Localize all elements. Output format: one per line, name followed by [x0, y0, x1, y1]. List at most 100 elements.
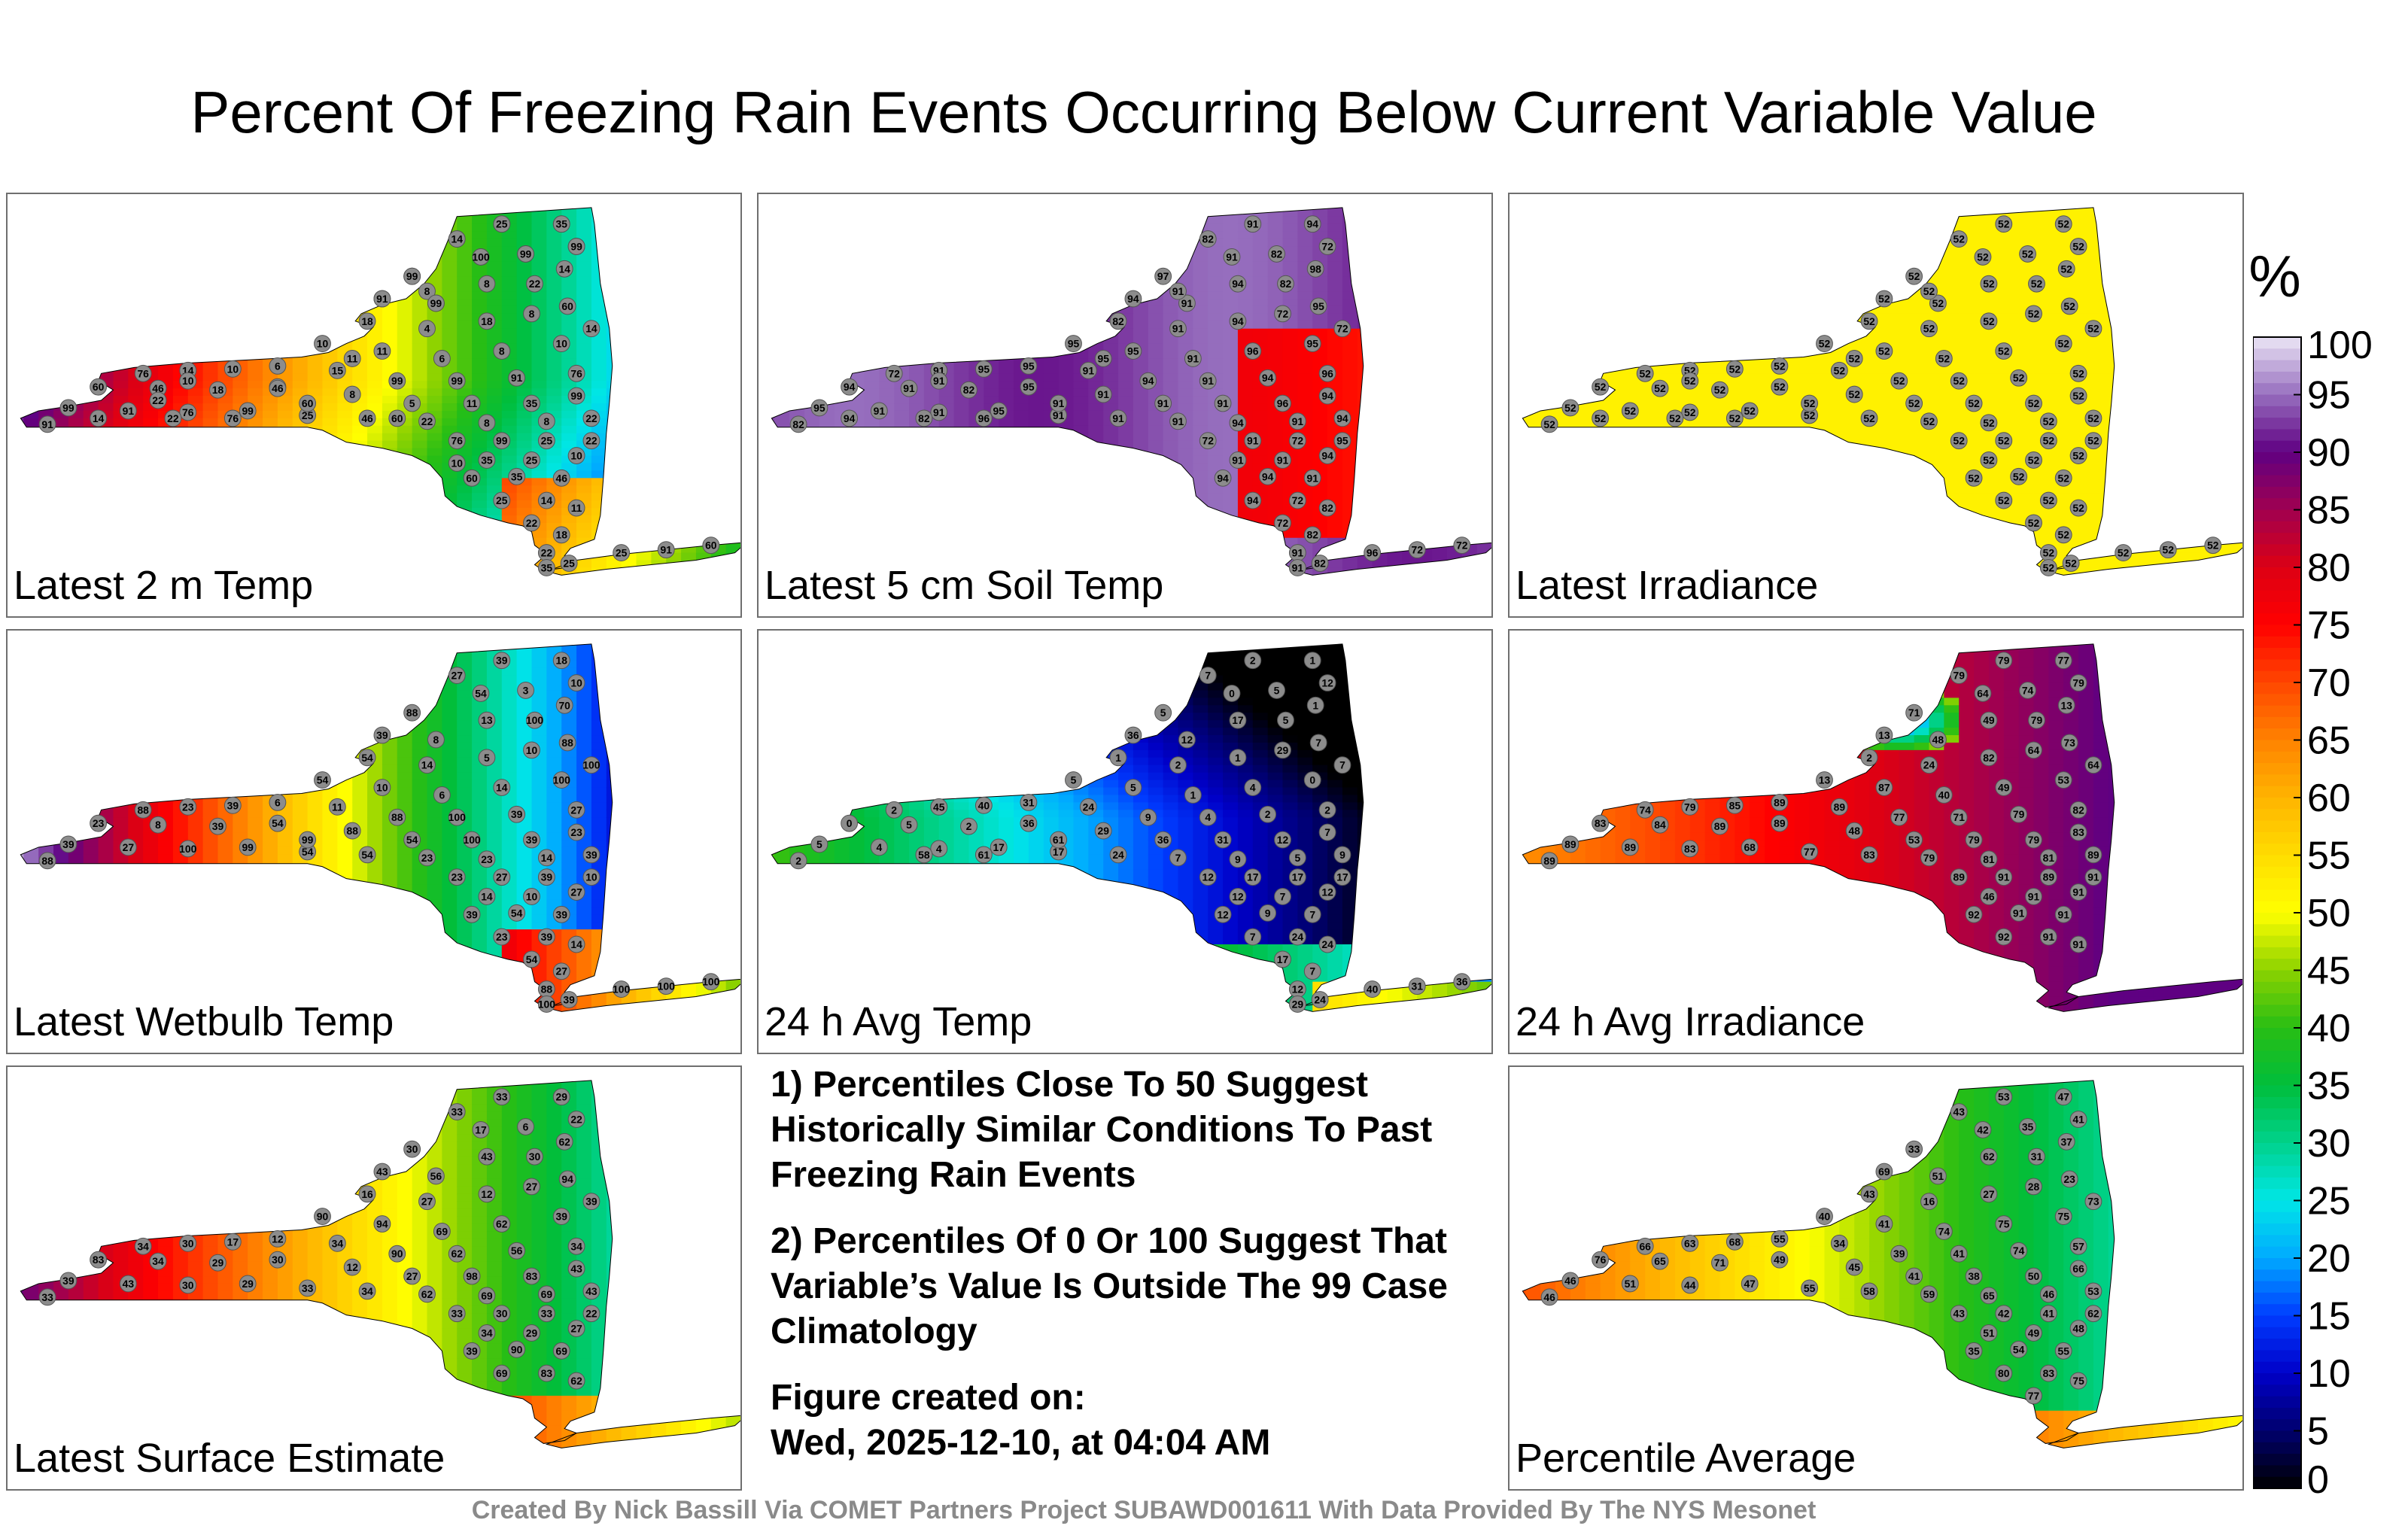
- station-marker: [930, 798, 948, 816]
- station-value: 29: [555, 1091, 567, 1103]
- station-value: 11: [571, 502, 582, 514]
- station-value: 89: [1953, 871, 1965, 883]
- station-marker: [974, 796, 993, 814]
- station-marker: [1199, 230, 1217, 248]
- station-marker: [558, 297, 576, 315]
- colorbar-band: [2253, 1258, 2301, 1270]
- map-panel-5: 7 2 1 12 5 0 5 36 12 17 5 1 1 2 1 29 7 5 5 1 4 0 7 2 45 40 31 24 9 4 2…: [757, 629, 1493, 1054]
- station-marker: [493, 1305, 511, 1323]
- map-panel-2: 82 91 94 72 82 91 97 94 91 94 82 98 82 91 94 72 95 95 95 91…: [757, 193, 1493, 618]
- station-marker: [448, 1103, 466, 1120]
- station-marker: [552, 335, 570, 353]
- station-value: 12: [481, 1188, 493, 1200]
- station-value: 39: [1893, 1248, 1905, 1260]
- station-marker: [1725, 796, 1744, 814]
- colorbar-tick-label: 40: [2307, 1007, 2351, 1050]
- station-marker: [1229, 711, 1247, 729]
- station-value: 27: [451, 670, 463, 682]
- station-marker: [448, 667, 466, 684]
- station-value: 52: [1654, 382, 1666, 394]
- station-value: 91: [1247, 218, 1259, 230]
- colorbar-tick-label: 55: [2307, 834, 2351, 878]
- station-value: 22: [529, 278, 541, 290]
- station-value: 30: [406, 1143, 418, 1155]
- station-marker: [526, 711, 543, 729]
- station-marker: [1303, 771, 1321, 789]
- station-value: 12: [1181, 734, 1193, 746]
- station-marker: [2069, 387, 2087, 405]
- station-value: 63: [1684, 1237, 1696, 1249]
- station-marker: [567, 801, 585, 819]
- station-marker: [930, 372, 948, 390]
- station-marker: [523, 514, 540, 532]
- station-value: 66: [2072, 1263, 2084, 1275]
- station-marker: [1306, 696, 1324, 714]
- station-marker: [478, 888, 496, 905]
- station-marker: [269, 357, 287, 375]
- station-marker: [373, 1215, 391, 1233]
- station-marker: [1995, 868, 2013, 886]
- station-value: 8: [349, 388, 355, 400]
- station-value: 33: [1908, 1143, 1920, 1155]
- colorbar-tick-label: 20: [2307, 1237, 2351, 1281]
- colorbar-tick-label: 75: [2307, 604, 2351, 648]
- station-value: 8: [484, 417, 490, 429]
- station-value: 52: [1684, 375, 1696, 387]
- station-value: 94: [1127, 293, 1139, 305]
- station-value: 82: [1314, 557, 1326, 569]
- station-value: 39: [526, 834, 538, 846]
- station-marker: [567, 823, 585, 841]
- station-value: 34: [152, 1255, 164, 1267]
- station-marker: [1725, 1233, 1744, 1251]
- station-value: 95: [1097, 352, 1109, 364]
- station-value: 10: [451, 457, 463, 469]
- station-value: 23: [496, 931, 508, 943]
- station-marker: [1079, 798, 1097, 816]
- station-value: 2: [795, 855, 801, 867]
- station-marker: [555, 696, 573, 714]
- station-marker: [1980, 1324, 1998, 1342]
- station-value: 52: [2065, 557, 2077, 569]
- colorbar-band: [2253, 1465, 2301, 1478]
- station-value: 0: [847, 817, 853, 829]
- station-marker: [582, 756, 600, 774]
- station-marker: [1561, 1272, 1579, 1290]
- station-value: 31: [1412, 980, 1424, 992]
- station-marker: [1801, 394, 1819, 412]
- colorbar-svg: 1009590858075706560555045403530252015105…: [2252, 324, 2373, 1502]
- station-marker: [239, 402, 257, 420]
- station-value: 91: [376, 293, 388, 305]
- station-value: 58: [1863, 1285, 1875, 1297]
- station-value: 12: [272, 1233, 284, 1245]
- station-value: 52: [1595, 412, 1607, 424]
- station-value: 27: [123, 841, 135, 853]
- station-marker: [1223, 684, 1241, 702]
- station-value: 73: [2063, 737, 2075, 749]
- state-outline: [20, 208, 612, 571]
- colorbar-band: [2253, 1050, 2301, 1063]
- station-value: 100: [448, 811, 466, 823]
- station-value: 94: [1232, 278, 1244, 290]
- station-marker: [1318, 674, 1336, 692]
- map-panel-3: 52 52 52 52 52 52 52 52 52 52 52 52 52 52 52 52 52 52 52 52…: [1508, 193, 2244, 618]
- station-value: 72: [1292, 494, 1304, 506]
- station-marker: [38, 852, 56, 870]
- station-marker: [900, 816, 918, 834]
- station-value: 8: [543, 415, 549, 427]
- station-value: 34: [361, 1285, 373, 1297]
- station-marker: [2025, 831, 2042, 849]
- station-marker: [1318, 883, 1336, 901]
- station-value: 52: [2013, 372, 2025, 384]
- station-value: 52: [1625, 405, 1637, 417]
- station-value: 52: [2057, 338, 2069, 350]
- station-value: 79: [1953, 670, 1965, 682]
- map-panel-8: 43 53 47 41 35 42 33 69 51 62 31 37 43 16 27 28 23 40 41 74…: [1508, 1065, 2244, 1491]
- station-value: 52: [2072, 367, 2084, 379]
- station-marker: [1816, 771, 1833, 789]
- station-marker: [1771, 814, 1789, 832]
- station-marker: [1995, 1305, 2013, 1323]
- colorbar-band: [2253, 544, 2301, 557]
- station-marker: [2069, 674, 2087, 692]
- station-marker: [2069, 801, 2087, 819]
- station-marker: [1094, 822, 1112, 840]
